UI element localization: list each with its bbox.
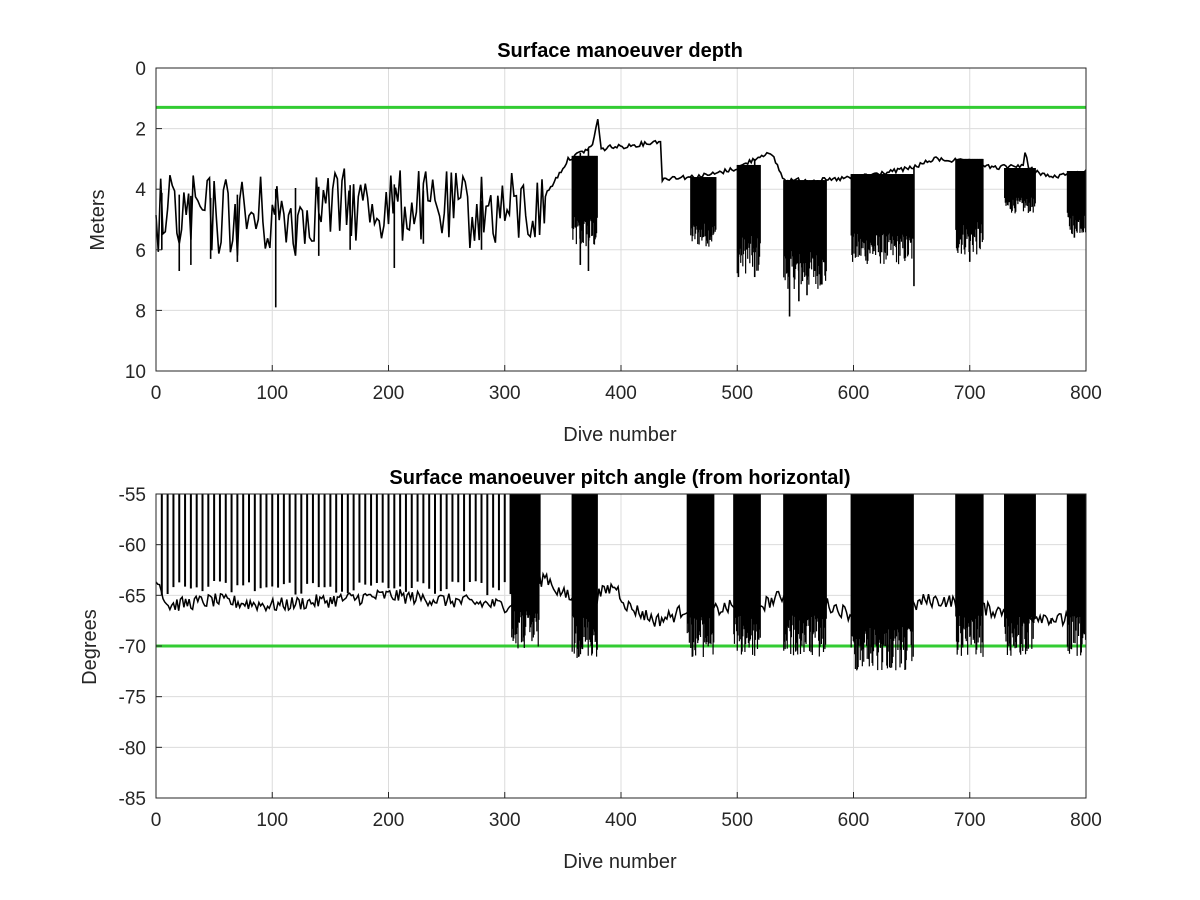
- y-tick-label: 10: [125, 362, 146, 383]
- x-tick-label: 700: [954, 810, 986, 831]
- pitch-series: [155, 494, 1087, 671]
- y-tick-label: 2: [135, 120, 146, 141]
- pitch-x-ticks: 0 100 200 300 400 500 600 700 800: [151, 792, 1102, 831]
- depth-y-axis-label: Meters: [87, 189, 109, 250]
- y-tick-label: 6: [135, 241, 146, 262]
- x-tick-label: 0: [151, 383, 162, 404]
- depth-series: [155, 119, 1087, 317]
- x-tick-label: 300: [489, 383, 521, 404]
- y-tick-label: 0: [135, 59, 146, 80]
- pitch-y-ticks: -55 -60 -65 -70 -75 -80 -85: [119, 485, 162, 810]
- depth-x-axis-label: Dive number: [563, 424, 677, 446]
- depth-chart: Surface manoeuver depth 0 100 200 300 400 500…: [87, 40, 1102, 446]
- depth-y-ticks: 0 2 4 6 8 10: [125, 59, 162, 383]
- x-tick-label: 600: [838, 810, 870, 831]
- pitch-x-axis-label: Dive number: [563, 851, 677, 873]
- x-tick-label: 0: [151, 810, 162, 831]
- x-tick-label: 800: [1070, 383, 1102, 404]
- y-tick-label: -70: [119, 637, 146, 658]
- x-tick-label: 400: [605, 810, 637, 831]
- pitch-line: [155, 571, 1086, 628]
- y-tick-label: 8: [135, 301, 146, 322]
- x-tick-label: 800: [1070, 810, 1102, 831]
- x-tick-label: 100: [256, 810, 288, 831]
- x-tick-label: 500: [721, 810, 753, 831]
- x-tick-label: 500: [721, 383, 753, 404]
- y-tick-label: 4: [135, 180, 146, 201]
- y-tick-label: -60: [119, 536, 146, 557]
- x-tick-label: 600: [838, 383, 870, 404]
- y-tick-label: -80: [119, 738, 146, 759]
- x-tick-label: 200: [373, 383, 405, 404]
- x-tick-label: 100: [256, 383, 288, 404]
- pitch-y-axis-label: Degrees: [79, 609, 101, 685]
- x-tick-label: 700: [954, 383, 986, 404]
- pitch-chart: Surface manoeuver pitch angle (from hori…: [79, 467, 1102, 873]
- y-tick-label: -65: [119, 586, 146, 607]
- y-tick-label: -75: [119, 688, 146, 709]
- depth-chart-title: Surface manoeuver depth: [497, 40, 743, 62]
- x-tick-label: 200: [373, 810, 405, 831]
- y-tick-label: -85: [119, 789, 146, 810]
- pitch-chart-title: Surface manoeuver pitch angle (from hori…: [389, 467, 850, 489]
- y-tick-label: -55: [119, 485, 146, 506]
- depth-line: [155, 119, 1087, 256]
- depth-x-ticks: 0 100 200 300 400 500 600 700 800: [151, 365, 1102, 404]
- x-tick-label: 400: [605, 383, 637, 404]
- x-tick-label: 300: [489, 810, 521, 831]
